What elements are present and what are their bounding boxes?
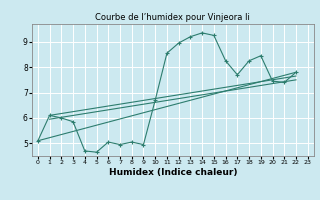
Title: Courbe de l’humidex pour Vinjeora Ii: Courbe de l’humidex pour Vinjeora Ii	[95, 13, 250, 22]
X-axis label: Humidex (Indice chaleur): Humidex (Indice chaleur)	[108, 168, 237, 177]
